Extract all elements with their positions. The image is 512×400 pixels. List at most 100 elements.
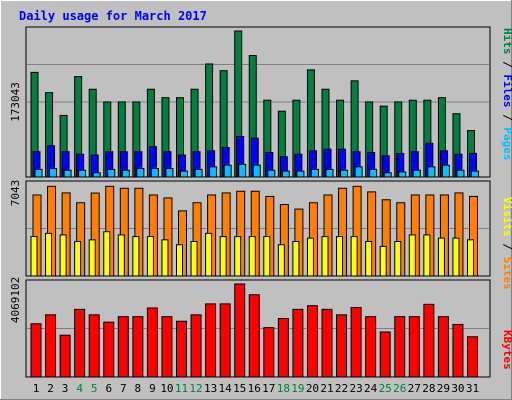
day-label-12: 12 [189, 382, 202, 395]
pages-bar-day-15 [238, 163, 247, 178]
chart-title: Daily usage for March 2017 [19, 9, 207, 23]
kbytes-bar-day-16 [248, 294, 260, 378]
visits-bar-day-27 [408, 234, 416, 277]
day-label-19: 19 [291, 382, 304, 395]
visits-bar-day-13 [205, 232, 213, 277]
pages-bar-day-4 [78, 169, 87, 178]
pages-bar-day-19 [296, 170, 305, 178]
day-label-23: 23 [349, 382, 362, 395]
pages-bar-day-13 [209, 166, 218, 178]
pages-bar-day-10 [165, 168, 174, 178]
visits-bar-day-29 [437, 237, 445, 277]
visits-bar-day-2 [45, 232, 53, 277]
day-label-24: 24 [364, 382, 378, 395]
legend-part-1-1: / [501, 237, 512, 257]
pages-bar-day-25 [383, 172, 392, 178]
pages-bar-day-7 [121, 169, 130, 178]
day-label-9: 9 [149, 382, 156, 395]
middle-scale-label: 7043 [9, 180, 22, 207]
day-label-22: 22 [335, 382, 348, 395]
day-label-29: 29 [437, 382, 450, 395]
pages-bar-day-23 [354, 166, 363, 178]
kbytes-bar-day-3 [59, 334, 71, 378]
kbytes-bar-day-11 [176, 320, 187, 378]
pages-bar-day-26 [398, 171, 407, 178]
kbytes-bar-day-13 [205, 303, 217, 378]
legend-part-0-3: / [501, 108, 512, 128]
chart-marks [27, 30, 489, 378]
day-label-21: 21 [320, 382, 333, 395]
kbytes-bar-day-12 [190, 314, 202, 378]
legend-part-1-2: Sites [501, 257, 512, 290]
kbytes-legend: KBytes [501, 330, 512, 370]
day-label-8: 8 [135, 382, 142, 395]
kbytes-bar-day-10 [161, 316, 173, 378]
visits-bar-day-6 [103, 231, 111, 277]
kbytes-bar-day-27 [408, 316, 420, 378]
day-label-4: 4 [76, 382, 83, 395]
kbytes-bar-day-19 [292, 308, 304, 378]
visits-bar-day-12 [190, 241, 198, 277]
visits-bar-day-5 [88, 239, 96, 277]
pages-bar-day-1 [34, 168, 43, 178]
visits-sites-legend: Visits / Sites [501, 197, 512, 290]
kbytes-bar-day-22 [336, 314, 348, 378]
day-label-15: 15 [233, 382, 246, 395]
visits-bar-day-4 [74, 241, 82, 277]
visits-bar-day-24 [365, 241, 373, 277]
kbytes-bar-day-24 [365, 316, 377, 378]
legend-part-2-0: KBytes [501, 330, 512, 370]
visits-bar-day-30 [452, 237, 460, 277]
pages-bar-day-24 [369, 168, 378, 178]
visits-bar-day-19 [292, 241, 300, 277]
visits-bar-day-15 [234, 236, 242, 277]
kbytes-bar-day-26 [394, 316, 406, 378]
visits-bar-day-1 [30, 236, 38, 277]
legend-part-0-4: Pages [501, 127, 512, 160]
legend-part-1-0: Visits [501, 197, 512, 237]
pages-bar-day-2 [49, 168, 58, 178]
visits-bar-day-8 [132, 236, 140, 277]
day-label-3: 3 [62, 382, 69, 395]
visits-bar-day-20 [306, 237, 314, 277]
visits-bar-day-11 [176, 244, 183, 277]
legend-part-0-1: / [501, 55, 512, 75]
day-label-13: 13 [204, 382, 217, 395]
day-label-16: 16 [248, 382, 261, 395]
kbytes-bar-day-29 [437, 316, 449, 378]
kbytes-bar-day-15 [234, 283, 246, 378]
visits-bar-day-3 [59, 234, 67, 277]
visits-bar-day-17 [263, 236, 271, 277]
kbytes-bar-day-5 [88, 314, 100, 378]
day-label-5: 5 [91, 382, 98, 395]
kbytes-bar-day-14 [219, 303, 231, 378]
legend-part-0-0: Hits [501, 28, 512, 55]
kbytes-bar-day-28 [423, 303, 435, 378]
visits-bar-day-25 [379, 245, 387, 277]
day-label-11: 11 [175, 382, 188, 395]
kbytes-bar-day-8 [132, 316, 144, 378]
pages-bar-day-9 [150, 168, 159, 178]
pages-bar-day-30 [456, 169, 465, 178]
kbytes-bar-day-25 [379, 331, 391, 378]
visits-bar-day-28 [423, 234, 431, 277]
pages-bar-day-8 [136, 168, 145, 178]
visits-bar-day-22 [336, 236, 344, 277]
day-label-10: 10 [160, 382, 173, 395]
pages-bar-day-20 [310, 168, 319, 178]
day-label-28: 28 [422, 382, 435, 395]
pages-bar-day-6 [107, 168, 116, 178]
kbytes-bar-day-30 [452, 323, 464, 378]
kbytes-bar-day-20 [306, 305, 318, 378]
kbytes-bar-day-4 [74, 308, 86, 378]
kbytes-bar-day-6 [103, 321, 115, 378]
pages-bar-day-31 [471, 170, 479, 178]
top-scale-label: 173043 [9, 82, 22, 122]
visits-bar-day-9 [146, 236, 154, 277]
kbytes-bar-day-21 [321, 308, 333, 378]
pages-bar-day-22 [340, 169, 349, 178]
pages-bar-day-29 [441, 164, 450, 178]
visits-bar-day-31 [467, 239, 474, 277]
pages-bar-day-5 [92, 172, 101, 178]
